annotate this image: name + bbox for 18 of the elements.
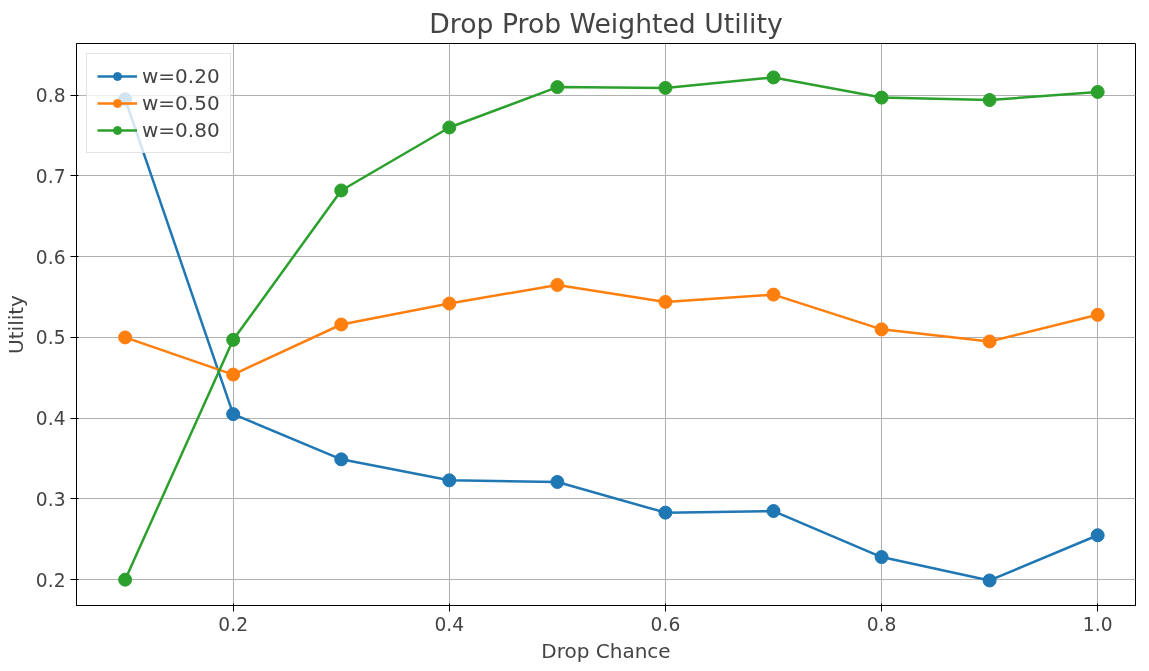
legend-label: w=0.50	[142, 91, 220, 115]
x-axis-title: Drop Chance	[541, 638, 671, 663]
y-tick-label: 0.2	[35, 569, 66, 591]
y-tick-label: 0.4	[35, 408, 66, 430]
y-tick-label: 0.5	[35, 327, 66, 349]
x-tick-label: 0.6	[650, 613, 681, 635]
chart-title: Drop Prob Weighted Utility	[429, 7, 783, 39]
y-tick-label: 0.8	[35, 85, 66, 107]
x-tick-label: 0.4	[434, 613, 465, 635]
x-tick-label: 0.2	[218, 613, 249, 635]
y-tick-label: 0.3	[35, 488, 66, 510]
x-tick-label: 0.8	[866, 613, 897, 635]
legend-label: w=0.80	[142, 118, 220, 142]
x-tick-label: 1.0	[1082, 613, 1113, 635]
y-axis-title: Utility	[3, 294, 28, 354]
legend-label: w=0.20	[142, 64, 220, 88]
y-tick-label: 0.6	[35, 246, 66, 268]
y-tick-label: 0.7	[35, 165, 66, 187]
